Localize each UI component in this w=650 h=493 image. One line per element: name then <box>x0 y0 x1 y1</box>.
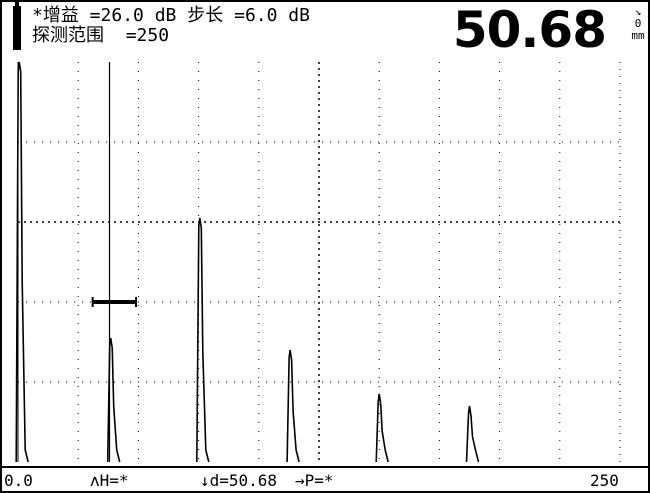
range-value[interactable]: =250 <box>125 25 170 46</box>
echo-peak <box>196 217 210 463</box>
echo-traces <box>15 61 480 463</box>
step-label[interactable]: 步长 = <box>187 5 245 26</box>
unit-mm: mm <box>631 29 645 42</box>
echo-peak <box>465 405 480 463</box>
gain-value[interactable]: 26.0 <box>100 5 144 26</box>
echo-peak <box>15 61 29 463</box>
range-line: 探测范围 =250 <box>32 26 169 46</box>
echo-peak <box>375 393 389 463</box>
gain-label[interactable]: *增益 = <box>32 5 101 26</box>
step-value[interactable]: 6.0 <box>244 5 278 26</box>
gain-step-line: *增益 =26.0 dB 步长 =6.0 dB <box>32 6 310 26</box>
unit-zero: 0 <box>634 17 642 30</box>
scope-markers <box>91 62 137 462</box>
height-reading: ʌH=* <box>90 471 129 490</box>
unit-arrow-icon: ↘ <box>634 5 642 18</box>
projection-reading: →P=* <box>295 471 334 490</box>
depth-reading: ↓d=50.68 <box>200 471 278 490</box>
range-end-label: 250 <box>590 471 619 490</box>
step-unit: dB <box>288 5 310 26</box>
battery-icon-tip <box>15 2 19 6</box>
range-start-label: 0.0 <box>4 471 33 490</box>
distance-readout: 50.68 <box>452 1 607 59</box>
unit-indicator: ↘ 0 mm <box>628 6 648 54</box>
a-scan-display[interactable] <box>0 58 650 466</box>
header-bar: *增益 =26.0 dB 步长 =6.0 dB 探测范围 =250 50.68 … <box>0 0 650 58</box>
echo-peak <box>286 349 300 463</box>
status-bar: 0.0 ʌH=* ↓d=50.68 →P=* 250 <box>0 466 650 493</box>
battery-icon <box>13 6 21 50</box>
gain-unit: dB <box>154 5 177 26</box>
range-label[interactable]: 探测范围 <box>32 25 104 46</box>
